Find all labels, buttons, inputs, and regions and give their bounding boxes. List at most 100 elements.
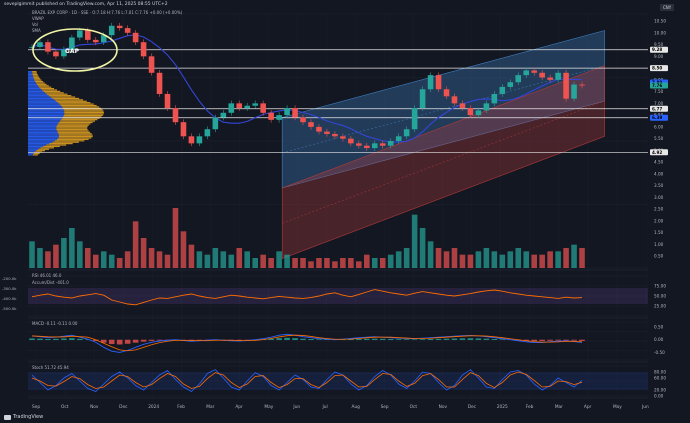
volume-bar (148, 248, 155, 268)
volume-bar (204, 254, 211, 268)
legend-vwap[interactable]: VWAP (32, 16, 44, 21)
macd-histogram-bar (555, 339, 561, 341)
legend-accum[interactable]: Accum/Dist -401.0 (32, 280, 69, 285)
candle-body (451, 96, 458, 104)
vp-bar-orange (56, 138, 89, 140)
volume-bar (196, 251, 203, 268)
candle-body (124, 28, 131, 33)
volume-bar (164, 254, 171, 268)
macd-histogram-bar (348, 339, 354, 341)
vp-bar-orange (56, 126, 88, 128)
tradingview-brand[interactable]: TradingView (4, 414, 43, 420)
volume-bar (124, 251, 131, 268)
vp-bar-orange (59, 103, 94, 105)
price-tick-label: 1.50 (654, 230, 664, 235)
time-tick-label: Sep (32, 404, 40, 410)
time-axis[interactable]: Sep Oct Nov Dec 2024 Feb Mar Apr May Jun Jul Aug Sep… (32, 404, 649, 410)
vp-bar-blue (28, 79, 35, 81)
volume-bar (483, 248, 490, 268)
volume-bar (499, 254, 506, 268)
vp-bar-orange (36, 150, 46, 152)
vp-bar-orange (63, 107, 102, 109)
macd-histogram-bar (419, 339, 426, 341)
rsi-line (31, 289, 583, 306)
candle-body (395, 136, 402, 141)
legend-sma[interactable]: SMA (32, 28, 41, 33)
vp-bar-blue (28, 135, 59, 138)
time-tick-label: Mar (555, 404, 563, 410)
macd-histogram-bar (395, 339, 402, 341)
candle-body (427, 75, 434, 90)
volume-bar (92, 254, 99, 268)
vp-bar-orange (35, 80, 43, 83)
macd-histogram-bar (531, 339, 537, 342)
macd-histogram-bar (475, 338, 482, 341)
time-tick-label: Mar (206, 404, 214, 410)
macd-histogram-bar (308, 339, 314, 341)
candle-body (571, 84, 577, 99)
price-tick-label: 4.00 (654, 171, 664, 176)
legend-rsi[interactable]: RSI 46.01 46.0 (32, 273, 62, 278)
legend-stoch[interactable]: Stoch 51.72 45.94 (32, 365, 69, 370)
volume-bar (547, 251, 553, 268)
macd-histogram-bar (244, 339, 251, 341)
time-tick-label: Feb (177, 404, 185, 410)
candle-body (77, 30, 83, 38)
macd-histogram-bar (116, 339, 123, 345)
legend-macd[interactable]: MACD -0.11 -0.11 0.00 (32, 321, 78, 326)
vp-bar-orange (33, 78, 41, 80)
time-tick-label: Jul (321, 404, 327, 410)
vp-bar-orange (62, 106, 100, 108)
candle-body (268, 112, 274, 120)
vp-bar-orange (36, 83, 47, 85)
price-tick-label: 2.50 (654, 207, 664, 212)
vp-bar-blue (28, 106, 63, 108)
sub-tick-label: 60.00 (654, 376, 666, 381)
vp-bar-orange (33, 76, 40, 78)
volume-bar (180, 231, 187, 268)
vp-bar-orange (40, 87, 54, 90)
volume-bar (571, 244, 577, 268)
vp-bar-blue (28, 131, 58, 133)
candle-body (340, 136, 346, 139)
vp-bar-orange (56, 127, 88, 129)
vp-bar-orange (45, 92, 64, 94)
vp-bar-blue (28, 92, 46, 94)
time-tick-label: Nov (439, 404, 448, 410)
sub-tick-label: 20.00 (654, 388, 666, 393)
currency-badge[interactable]: CNY (660, 4, 675, 11)
volume-bar (403, 248, 410, 268)
legend-vol[interactable]: Vol (32, 22, 38, 27)
macd-histogram-bar (236, 339, 243, 341)
macd-histogram-bar (316, 339, 322, 341)
rsi-panel: 75.00 50.00 25.00 -200.0k -300.0k -400.0k -500… (2, 276, 666, 311)
vp-bar-blue (28, 97, 53, 100)
vp-bar-blue (28, 154, 33, 156)
price-label-text: 9.28 (652, 47, 662, 52)
right-price-axis[interactable]: 10.5010.009.509.008.508.007.507.006.506.… (650, 19, 668, 259)
sub-tick-label: -0.50 (654, 350, 665, 355)
macd-histogram-bar (443, 338, 450, 341)
vp-bar-orange (58, 135, 93, 138)
candle-body (491, 93, 498, 104)
regression-channels (281, 30, 605, 260)
price-label-text: 7.89 (652, 80, 662, 85)
volume-bar (308, 261, 314, 268)
vp-bar-orange (57, 130, 89, 132)
candle-body (92, 39, 99, 43)
macd-histogram-bar (435, 338, 442, 341)
stoch-band (28, 372, 648, 390)
volume-bar (515, 248, 522, 268)
vp-bar-orange (32, 72, 38, 74)
macd-histogram-bar (539, 339, 545, 342)
vp-bar-orange (56, 100, 87, 102)
candle-body (140, 42, 147, 57)
volume-bar (435, 248, 442, 268)
volume-bar (419, 228, 426, 268)
price-label-box (650, 105, 668, 112)
macd-histogram-bar (61, 338, 67, 341)
candle-body (356, 143, 362, 146)
volume-bar (491, 251, 498, 268)
candle-body (108, 25, 115, 36)
volume-bar (364, 254, 370, 268)
